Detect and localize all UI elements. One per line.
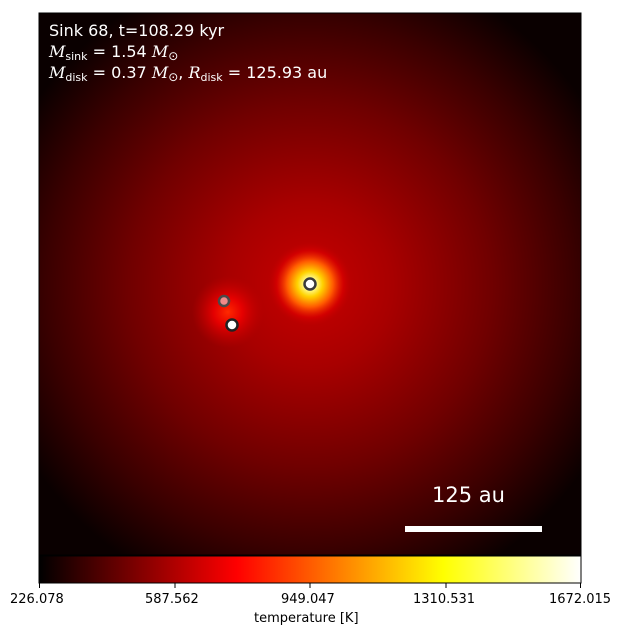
colorbar <box>38 555 582 584</box>
sink-time-label: Sink 68, t=108.29 kyr <box>49 21 225 40</box>
radius-disk-symbol: R <box>188 63 201 82</box>
solar-mass-symbol-2: M <box>151 63 169 82</box>
annotation-line-2: Msink = 1.54 M⊙ <box>49 43 178 66</box>
mass-sink-value: = 1.54 <box>87 42 152 61</box>
mass-disk-value: = 0.37 <box>87 63 152 82</box>
annotation-line-1: Sink 68, t=108.29 kyr <box>49 22 224 40</box>
colorbar-tick-label: 1672.015 <box>549 592 612 607</box>
mass-sink-symbol: M <box>49 42 66 61</box>
sink-marker-primary <box>303 277 317 291</box>
solar-symbol: ⊙ <box>168 49 179 63</box>
scale-bar-label: 125 au <box>432 483 505 507</box>
colorbar-tick-label: 1310.531 <box>413 592 476 607</box>
solar-mass-symbol: M <box>151 42 169 61</box>
map-frame <box>38 12 582 556</box>
colorbar-label: temperature [K] <box>254 611 359 626</box>
annotation-line-3: Mdisk = 0.37 M⊙, Rdisk = 125.93 au <box>49 64 327 87</box>
radius-disk-sub: disk <box>200 71 223 84</box>
colorbar-tick-label: 949.047 <box>281 592 335 607</box>
colorbar-tick-label: 587.562 <box>145 592 199 607</box>
mass-sink-sub: sink <box>65 50 88 63</box>
colorbar-tick-label: 226.078 <box>10 592 64 607</box>
sink-marker-tertiary <box>217 294 231 308</box>
scale-bar <box>405 526 542 532</box>
colorbar-ticks <box>39 583 581 588</box>
separator: , <box>178 63 189 82</box>
sink-marker-secondary <box>225 318 239 332</box>
mass-disk-sub: disk <box>65 71 88 84</box>
radius-disk-value: = 125.93 au <box>222 63 328 82</box>
mass-disk-symbol: M <box>49 63 66 82</box>
solar-symbol-2: ⊙ <box>168 70 179 84</box>
